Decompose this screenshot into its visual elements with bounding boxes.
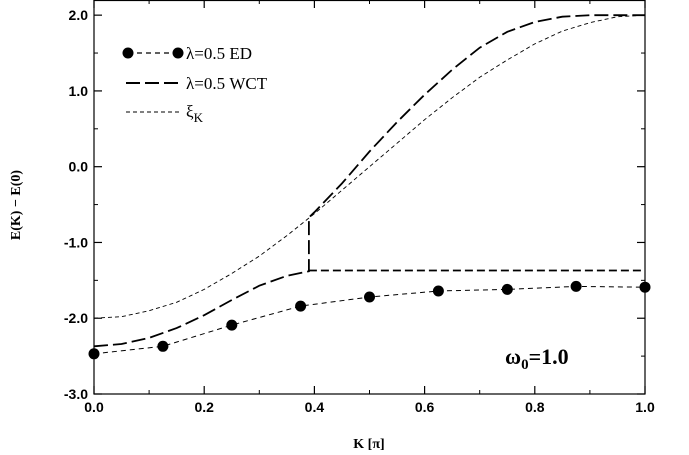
legend-marker-ed-left	[122, 47, 134, 59]
series-ed-point	[570, 280, 582, 292]
series-ed-point	[226, 319, 238, 331]
series-ed-point	[295, 300, 307, 312]
x-tick-label: 0.0	[84, 399, 104, 415]
x-tick-label: 1.0	[635, 399, 655, 415]
legend: λ=0.5 ED λ=0.5 WCT ξK	[122, 44, 268, 125]
series-ed-point	[432, 285, 444, 297]
omega-annotation-sub: 0	[521, 357, 529, 373]
omega-annotation-base: ω	[505, 344, 521, 369]
y-tick-label: -3.0	[64, 386, 88, 402]
x-tick-label: 0.6	[415, 399, 435, 415]
series-xi-k-line	[93, 14, 646, 319]
x-tick-label: 0.2	[194, 399, 214, 415]
series-wct-line	[93, 14, 645, 348]
legend-label-xi: ξK	[186, 102, 204, 125]
y-tick-label: -1.0	[64, 234, 88, 250]
series-ed-point	[157, 340, 169, 352]
omega-annotation: ω0=1.0	[505, 344, 569, 373]
y-tick-label: 2.0	[69, 7, 89, 23]
series-ed-point	[501, 283, 513, 295]
y-tick-label: 0.0	[69, 159, 89, 175]
legend-label-wct: λ=0.5 WCT	[186, 74, 268, 93]
omega-annotation-rest: =1.0	[529, 344, 569, 369]
y-axis-label: E(K) − E(0)	[9, 170, 24, 241]
legend-marker-ed-right	[172, 47, 184, 59]
x-axis-label: K [π]	[353, 437, 384, 452]
legend-label-xi-main: ξ	[186, 102, 194, 121]
legend-label-ed: λ=0.5 ED	[186, 44, 252, 63]
plot-frame	[93, 0, 646, 395]
x-tick-label: 0.4	[305, 399, 325, 415]
x-tick-label: 0.8	[525, 399, 545, 415]
series-ed-point	[364, 291, 375, 303]
y-tick-label: 1.0	[69, 83, 89, 99]
y-tick-label: -2.0	[64, 310, 88, 326]
legend-label-xi-sub: K	[194, 110, 204, 125]
